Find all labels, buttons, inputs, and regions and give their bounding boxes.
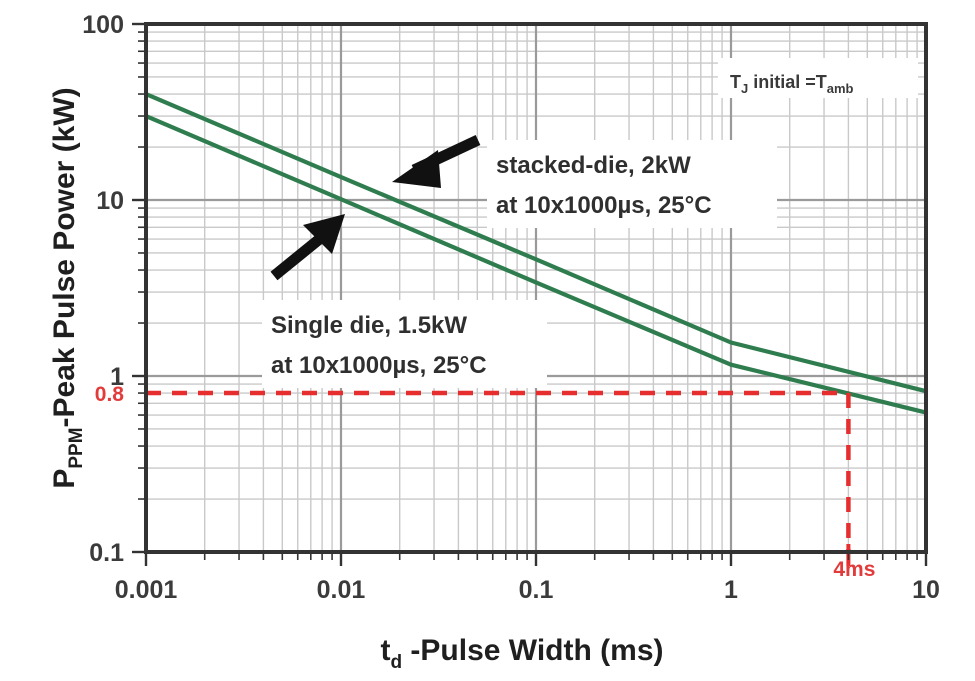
tj-initial-note: TJ initial =Tamb bbox=[718, 58, 918, 98]
single-die-arrow-icon bbox=[270, 214, 345, 281]
tj-note-text: TJ initial =Tamb bbox=[730, 72, 854, 96]
single-die-annotation-line-1: Single die, 1.5kW bbox=[271, 312, 467, 339]
series-line-0 bbox=[143, 91, 929, 394]
stacked-die-annotation-line-1: stacked-die, 2kW bbox=[496, 152, 691, 179]
data-series-group bbox=[143, 91, 929, 415]
stacked-die-annotation-line-2: at 10x1000µs, 25°C bbox=[496, 192, 712, 219]
marker-y-label: 0.8 bbox=[95, 383, 125, 406]
x-axis-title: td -Pulse Width (ms) bbox=[380, 634, 663, 673]
stacked-die-arrow-icon bbox=[392, 135, 481, 188]
y-tick-label: 1 bbox=[110, 363, 124, 391]
y-tick-label: 0.1 bbox=[89, 539, 124, 567]
tj-note-background bbox=[718, 58, 918, 98]
x-tick-label: 0.001 bbox=[115, 576, 178, 604]
single-die-annotation: Single die, 1.5kW at 10x1000µs, 25°C bbox=[262, 214, 547, 388]
stacked-die-annotation-background bbox=[487, 140, 777, 228]
x-axis-tick-labels: 0.001 0.01 0.1 1 10 bbox=[115, 576, 940, 604]
x-tick-label: 1 bbox=[724, 576, 738, 604]
y-tick-label: 10 bbox=[96, 187, 124, 215]
marker-x-label: 4ms bbox=[833, 558, 875, 581]
series-line-1 bbox=[143, 113, 929, 415]
x-tick-label: 0.01 bbox=[317, 576, 366, 604]
single-die-annotation-line-2: at 10x1000µs, 25°C bbox=[271, 352, 487, 379]
y-tick-label: 100 bbox=[82, 11, 124, 39]
x-tick-label: 0.1 bbox=[519, 576, 554, 604]
single-die-annotation-background bbox=[262, 300, 547, 388]
x-tick-label: 10 bbox=[912, 576, 940, 604]
y-axis-tick-labels: 0.1 1 10 100 bbox=[82, 11, 124, 567]
axis-ticks bbox=[132, 22, 928, 566]
y-axis-title: PPPM-Peak Pulse Power (kW) bbox=[48, 87, 87, 488]
stacked-die-annotation: stacked-die, 2kW at 10x1000µs, 25°C bbox=[392, 135, 777, 228]
